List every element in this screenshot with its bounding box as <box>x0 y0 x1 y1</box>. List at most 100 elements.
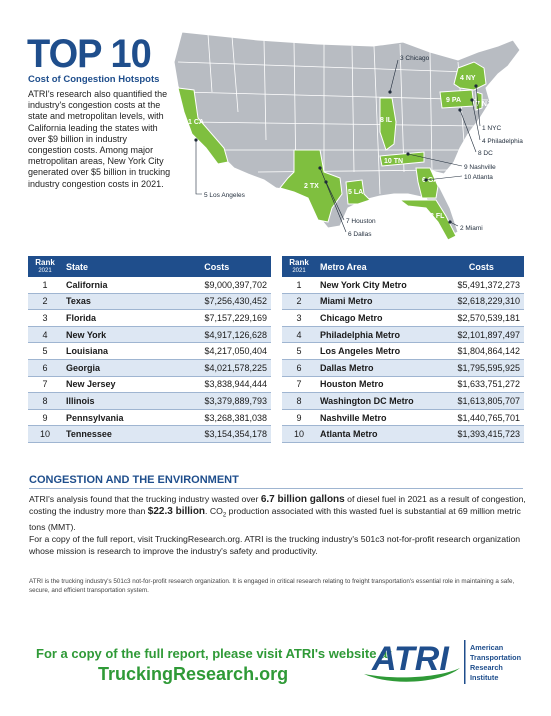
logo-line-research: Research <box>470 663 503 672</box>
cost-cell: $1,393,415,723 <box>438 425 524 443</box>
name-cell: Los Angeles Metro <box>316 342 439 360</box>
state-pa <box>439 89 475 109</box>
state-tx <box>279 149 343 223</box>
rank-cell: 2 <box>282 293 316 311</box>
rank-cell: 10 <box>282 425 316 443</box>
state-ny <box>453 61 487 91</box>
state-borders <box>177 33 489 195</box>
rank-header-year: 2021 <box>38 267 52 274</box>
env-text: ATRI's analysis found that the trucking … <box>29 494 261 504</box>
state-row: 6 Georgia $4,021,578,225 <box>28 359 271 377</box>
name-cell: New Jersey <box>62 376 163 394</box>
page-title: TOP 10 <box>27 32 152 76</box>
metro-label-philadelphia: 4 Philadelphia <box>482 138 523 145</box>
cost-cell: $7,157,229,169 <box>162 309 271 327</box>
metro-label-houston: 7 Houston <box>346 218 376 225</box>
rank-cell: 3 <box>28 309 62 327</box>
state-row: 3 Florida $7,157,229,169 <box>28 309 271 327</box>
cost-cell: $3,268,381,038 <box>162 409 271 427</box>
website-link[interactable]: TruckingResearch.org <box>98 664 289 684</box>
metro-row: 7 Houston Metro $1,633,751,272 <box>282 376 524 394</box>
name-cell: Tennessee <box>62 425 163 443</box>
metro-row: 9 Nashville Metro $1,440,765,701 <box>282 409 524 427</box>
metro-markers <box>194 84 478 224</box>
rank-cell: 5 <box>28 342 62 360</box>
page-subtitle: Cost of Congestion Hotspots <box>28 74 160 85</box>
state-tag-tx: 2 TX <box>304 183 319 190</box>
state-row: 4 New York $4,917,126,628 <box>28 326 271 344</box>
rank-cell: 7 <box>282 376 316 394</box>
rank-header-year: 2021 <box>292 267 306 274</box>
name-cell: Texas <box>62 293 163 311</box>
metro-row: 3 Chicago Metro $2,570,539,181 <box>282 309 524 327</box>
cost-cell: $1,633,751,272 <box>438 376 524 394</box>
name-cell: New York City Metro <box>316 277 439 294</box>
metro-row: 8 Washington DC Metro $1,613,805,707 <box>282 392 524 410</box>
state-row: 5 Louisiana $4,217,050,404 <box>28 342 271 360</box>
cost-cell: $1,613,805,707 <box>438 392 524 410</box>
name-cell: Atlanta Metro <box>316 425 439 443</box>
metro-header: Metro Area <box>316 256 439 277</box>
state-tag-la: 5 LA <box>348 189 363 196</box>
rank-cell: 9 <box>28 409 62 427</box>
report-paragraph: For a copy of the full report, visit Tru… <box>29 534 521 556</box>
name-cell: Florida <box>62 309 163 327</box>
cost-cell: $4,917,126,628 <box>162 326 271 344</box>
name-cell: Nashville Metro <box>316 409 439 427</box>
metro-label-atlanta: 10 Atlanta <box>464 174 493 181</box>
env-text: production associated with this wasted f… <box>29 505 521 532</box>
state-tag-pa: 9 PA <box>446 97 461 104</box>
rank-cell: 4 <box>28 326 62 344</box>
logo-line-transportation: Transportation <box>470 653 521 662</box>
metro-row: 1 New York City Metro $5,491,372,273 <box>282 277 524 294</box>
name-cell: Illinois <box>62 392 163 410</box>
rank-cell: 10 <box>28 425 62 443</box>
cost-cell: $5,491,372,273 <box>438 277 524 294</box>
state-tag-il: 8 IL <box>380 117 393 124</box>
rank-cell: 4 <box>282 326 316 344</box>
state-nj <box>475 91 483 111</box>
cost-cell: $4,021,578,225 <box>162 359 271 377</box>
logo-line-institute: Institute <box>470 673 498 682</box>
rank-cell: 6 <box>282 359 316 377</box>
env-highlight-cost: $22.3 billion <box>147 505 206 517</box>
env-text: . CO <box>205 505 223 516</box>
name-cell: Philadelphia Metro <box>316 326 439 344</box>
state-row: 10 Tennessee $3,154,354,178 <box>28 425 271 443</box>
cost-cell: $2,101,897,497 <box>438 326 524 344</box>
name-cell: Houston Metro <box>316 376 439 394</box>
name-cell: Dallas Metro <box>316 359 439 377</box>
rank-cell: 1 <box>28 277 62 294</box>
state-ca <box>177 87 229 165</box>
metro-costs-table: Rank 2021 Metro Area Costs 1 New York City… <box>282 256 524 443</box>
metro-row: 5 Los Angeles Metro $1,804,864,142 <box>282 342 524 360</box>
name-cell: Miami Metro <box>316 293 439 311</box>
name-cell: Louisiana <box>62 342 163 360</box>
cost-cell: $3,154,354,178 <box>162 425 271 443</box>
name-cell: Pennsylvania <box>62 409 163 427</box>
cost-cell: $4,217,050,404 <box>162 342 271 360</box>
cost-cell: $2,570,539,181 <box>438 309 524 327</box>
metro-row: 4 Philadelphia Metro $2,101,897,497 <box>282 326 524 344</box>
metro-label-chicago: 3 Chicago <box>400 55 430 62</box>
intro-paragraph: ATRI's research also quantified the indu… <box>28 89 171 189</box>
state-il <box>379 97 397 151</box>
rank-cell: 6 <box>28 359 62 377</box>
rank-header: Rank 2021 <box>28 256 62 277</box>
cost-cell: $3,379,889,793 <box>162 392 271 410</box>
logo-divider <box>464 640 466 684</box>
costs-header: Costs <box>162 256 271 277</box>
state-row: 1 California $9,000,397,702 <box>28 277 271 294</box>
us-mainland-shape <box>173 31 521 237</box>
state-row: 7 New Jersey $3,838,944,444 <box>28 376 271 394</box>
state-ga <box>415 167 439 199</box>
metro-row: 2 Miami Metro $2,618,229,310 <box>282 293 524 311</box>
cost-cell: $9,000,397,702 <box>162 277 271 294</box>
rank-header-label: Rank <box>35 257 55 267</box>
metro-label-los-angeles: 5 Los Angeles <box>204 192 246 199</box>
metro-label-dc: 8 DC <box>478 150 493 157</box>
co2-subscript: 2 <box>222 512 227 519</box>
rank-cell: 1 <box>282 277 316 294</box>
metro-label-nyc: 1 NYC <box>482 125 501 132</box>
logo-wordmark: ATRI <box>371 640 450 678</box>
